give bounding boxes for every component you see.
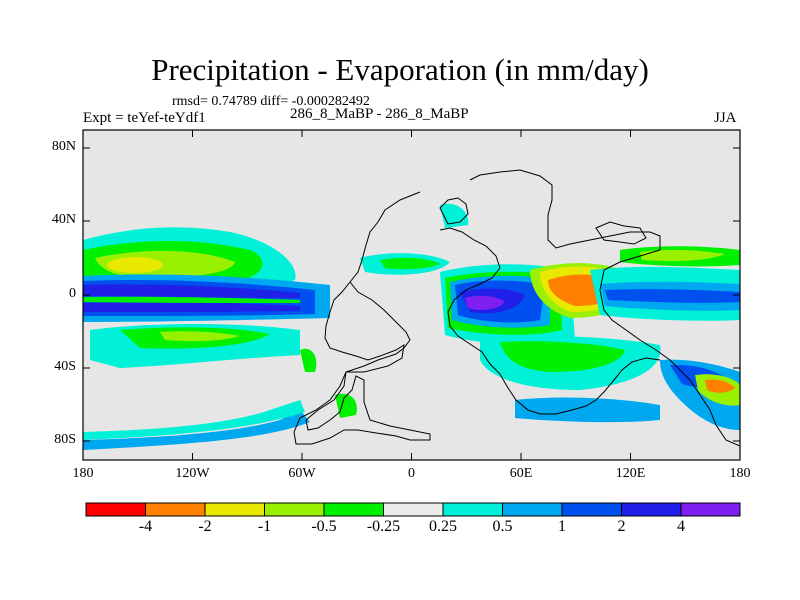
- colorbar-label-7: 0.5: [492, 518, 513, 535]
- south-pacific-lime: [160, 331, 240, 342]
- rmsd-diff-label: rmsd= 0.74789 diff= -0.000282492: [172, 94, 370, 109]
- greenland-outline: [439, 197, 469, 225]
- colorbar-box-2: [145, 502, 206, 517]
- lon-label-180w: 180: [72, 466, 94, 481]
- continent-outlines: [293, 169, 740, 447]
- southern-ocean-cyan: [83, 400, 305, 440]
- eurasia-outline: [469, 169, 740, 447]
- contour-fill-layer: [83, 203, 740, 450]
- tasman-orange: [705, 379, 735, 393]
- colorbar-box-8: [502, 502, 563, 517]
- south-america-green: [300, 348, 317, 372]
- south-indian-green: [500, 341, 625, 372]
- southern-indian-blue: [515, 397, 660, 423]
- lat-label-40n: 40N: [51, 212, 76, 227]
- southern-ocean-band: [83, 410, 310, 450]
- colorbar-label-1: -4: [138, 518, 153, 535]
- north-pacific-yellow: [107, 257, 163, 273]
- colorbar-label-6: 0.25: [429, 518, 457, 535]
- lat-label-0: 0: [69, 286, 76, 301]
- experiment-label: Expt = teYef-teYdf1: [83, 110, 206, 126]
- equatorial-pacific-core-2: [83, 302, 300, 312]
- colorbar-label-5: -0.25: [366, 518, 401, 535]
- lat-ticks: [83, 147, 740, 442]
- colorbar-box-6: [383, 502, 444, 517]
- colorbar-label-3: -1: [257, 518, 272, 535]
- lon-label-180e: 180: [729, 466, 751, 481]
- colorbar-box-5: [323, 502, 384, 517]
- lat-label-80n: 80N: [51, 139, 76, 154]
- lon-label-120w: 120W: [175, 466, 210, 481]
- africa-outline: [439, 227, 661, 415]
- colorbar: [85, 502, 741, 517]
- lon-label-60e: 60E: [509, 466, 533, 481]
- colorbar-box-10: [621, 502, 682, 517]
- americas-outline: [293, 191, 431, 445]
- maritime-continent-blue: [605, 289, 740, 303]
- colorbar-box-7: [442, 502, 503, 517]
- north-atlantic-green: [380, 257, 440, 270]
- equatorial-pacific-core: [83, 284, 300, 298]
- lat-label-80s: 80S: [54, 432, 76, 447]
- equatorial-pacific-green: [83, 296, 300, 303]
- lat-label-40s: 40S: [54, 359, 76, 374]
- colorbar-box-4: [264, 502, 325, 517]
- africa-indian-purple: [465, 295, 505, 310]
- colorbar-label-4: -0.5: [311, 518, 337, 535]
- lon-ticks: [82, 130, 741, 460]
- colorbar-box-3: [204, 502, 265, 517]
- colorbar-box-9: [561, 502, 622, 517]
- colorbar-label-9: 2: [617, 518, 626, 535]
- colorbar-label-2: -2: [198, 518, 212, 535]
- lon-label-120e: 120E: [615, 466, 646, 481]
- tropical-west-pacific-lime: [640, 249, 725, 262]
- indonesia-outline: [595, 221, 647, 245]
- cases-label: 286_8_MaBP - 286_8_MaBP: [290, 106, 469, 122]
- colorbar-label-8: 1: [558, 518, 566, 535]
- season-label: JJA: [714, 110, 737, 126]
- colorbar-box-1: [85, 502, 146, 517]
- colorbar-box-11: [680, 502, 741, 517]
- lon-label-60w: 60W: [288, 466, 316, 481]
- lon-label-0: 0: [408, 466, 415, 481]
- plot-title: Precipitation - Evaporation (in mm/day): [151, 52, 649, 87]
- colorbar-label-10: 4: [677, 518, 685, 535]
